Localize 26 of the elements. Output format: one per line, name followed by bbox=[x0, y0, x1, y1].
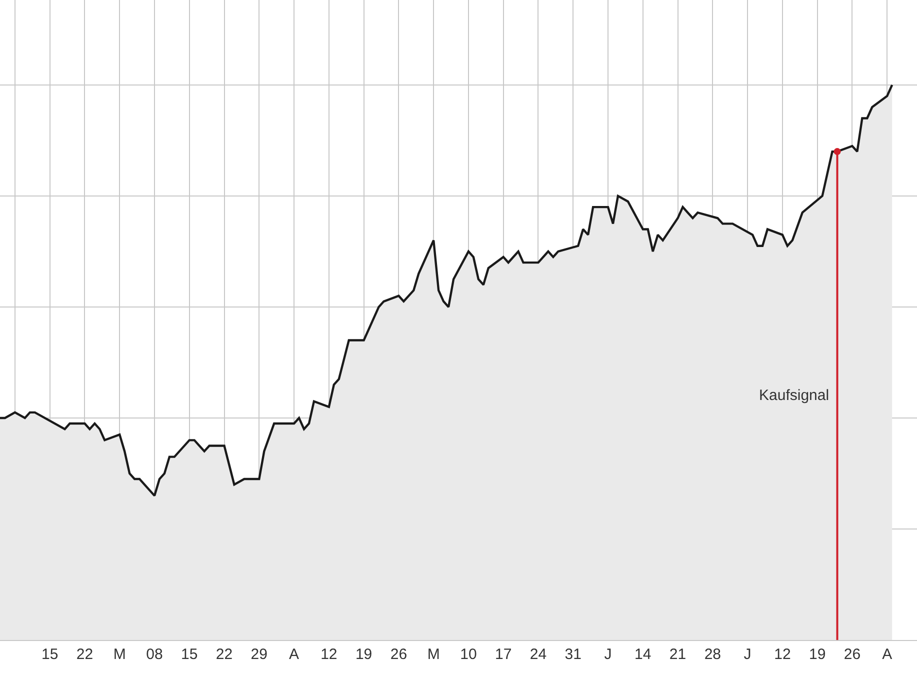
x-tick-label: 19 bbox=[355, 646, 372, 663]
x-tick-label: 12 bbox=[320, 646, 338, 663]
x-tick-label: M bbox=[113, 646, 126, 663]
x-tick-label: J bbox=[744, 646, 752, 663]
x-tick-label: 14 bbox=[634, 646, 652, 663]
x-tick-label: 24 bbox=[530, 646, 547, 663]
x-tick-label: 21 bbox=[669, 646, 686, 663]
x-tick-label: 26 bbox=[390, 646, 408, 663]
x-tick-label: A bbox=[289, 646, 300, 663]
x-tick-label: 22 bbox=[216, 646, 233, 663]
x-tick-label: 22 bbox=[76, 646, 94, 663]
x-tick-label: J bbox=[604, 646, 612, 663]
x-tick-label: 12 bbox=[774, 646, 791, 663]
x-tick-label: 26 bbox=[844, 646, 861, 663]
x-tick-label: 17 bbox=[495, 646, 512, 663]
ref-line-label: Kaufsignal bbox=[759, 387, 830, 404]
x-tick-label: M bbox=[427, 646, 440, 663]
x-tick-label: 15 bbox=[41, 646, 58, 663]
x-tick-label: 28 bbox=[704, 646, 722, 663]
x-tick-label: 08 bbox=[146, 646, 163, 663]
x-tick-label: 15 bbox=[181, 646, 198, 663]
x-tick-label: 19 bbox=[808, 646, 826, 663]
x-tick-label: 31 bbox=[564, 646, 582, 663]
x-tick-label: A bbox=[882, 646, 892, 663]
x-tick-label: 10 bbox=[460, 646, 477, 663]
x-tick-label: 29 bbox=[250, 646, 268, 663]
